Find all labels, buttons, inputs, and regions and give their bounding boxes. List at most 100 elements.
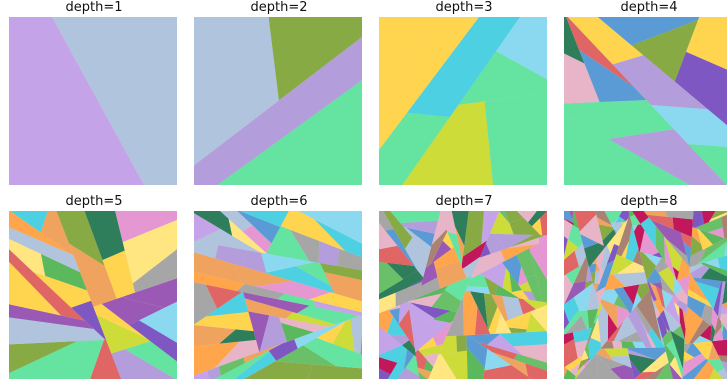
region xyxy=(588,330,594,344)
region xyxy=(610,364,635,379)
region xyxy=(677,312,680,323)
region xyxy=(308,292,362,313)
region xyxy=(390,211,441,224)
region xyxy=(604,211,623,223)
panel-title: depth=8 xyxy=(620,194,678,209)
region xyxy=(688,319,710,344)
region xyxy=(588,337,602,362)
region xyxy=(387,348,408,379)
region xyxy=(102,250,136,299)
region xyxy=(690,236,703,256)
region xyxy=(569,363,581,377)
region xyxy=(564,297,579,323)
region xyxy=(406,227,435,247)
region xyxy=(646,268,662,284)
region xyxy=(655,225,665,262)
region xyxy=(564,17,585,64)
partition-plot xyxy=(379,211,547,379)
region xyxy=(573,256,589,283)
region xyxy=(294,319,349,349)
region xyxy=(254,281,331,300)
region xyxy=(194,252,243,284)
region xyxy=(236,283,285,300)
region xyxy=(598,305,609,348)
region xyxy=(477,342,518,360)
panel-title: depth=5 xyxy=(65,194,123,209)
region xyxy=(601,288,619,305)
region xyxy=(579,310,590,329)
region xyxy=(379,345,406,363)
region xyxy=(666,339,678,357)
region xyxy=(679,306,686,339)
region xyxy=(332,318,355,352)
region xyxy=(388,304,400,311)
region xyxy=(466,335,488,369)
region xyxy=(194,370,210,379)
region xyxy=(596,259,615,292)
region xyxy=(604,356,614,361)
region xyxy=(575,354,598,379)
region xyxy=(568,224,583,248)
region xyxy=(379,357,398,375)
region xyxy=(645,331,657,348)
region xyxy=(650,294,658,310)
region xyxy=(595,283,600,294)
region xyxy=(597,217,613,228)
region xyxy=(508,327,527,334)
panel-title: depth=4 xyxy=(620,0,678,15)
region xyxy=(647,280,657,302)
region xyxy=(564,211,574,223)
region xyxy=(700,238,727,262)
partition-plot xyxy=(194,211,362,379)
region xyxy=(243,292,310,314)
region xyxy=(438,335,458,355)
region xyxy=(620,222,626,226)
region xyxy=(652,252,662,258)
region xyxy=(214,350,270,379)
region xyxy=(268,17,362,101)
region xyxy=(379,211,394,231)
region xyxy=(467,333,500,345)
region xyxy=(693,361,714,379)
region xyxy=(721,214,727,240)
region xyxy=(505,211,524,224)
region xyxy=(194,341,240,376)
region xyxy=(264,266,335,294)
region xyxy=(9,211,74,255)
region xyxy=(580,233,599,249)
region xyxy=(695,241,727,266)
region xyxy=(462,211,484,257)
region xyxy=(594,270,601,284)
region xyxy=(658,266,675,293)
region xyxy=(508,234,546,248)
region xyxy=(487,334,524,356)
region xyxy=(684,339,685,352)
region xyxy=(665,211,694,220)
region xyxy=(708,212,727,223)
region xyxy=(688,271,709,302)
region xyxy=(713,281,723,317)
region xyxy=(280,211,346,251)
region xyxy=(692,341,713,360)
region xyxy=(577,358,589,371)
region xyxy=(615,216,626,223)
region xyxy=(418,337,437,351)
region xyxy=(713,316,722,337)
region xyxy=(621,240,629,259)
region xyxy=(684,306,704,344)
region xyxy=(205,292,249,317)
region xyxy=(218,357,245,376)
region xyxy=(616,214,633,257)
region xyxy=(673,276,683,295)
region xyxy=(122,219,177,250)
region xyxy=(689,248,707,268)
region xyxy=(509,272,523,292)
region xyxy=(579,214,604,246)
region xyxy=(669,356,683,379)
region xyxy=(518,298,536,315)
region xyxy=(613,222,623,233)
region xyxy=(692,277,722,289)
region xyxy=(683,358,687,363)
region xyxy=(699,325,712,341)
partition-plot xyxy=(564,211,727,379)
